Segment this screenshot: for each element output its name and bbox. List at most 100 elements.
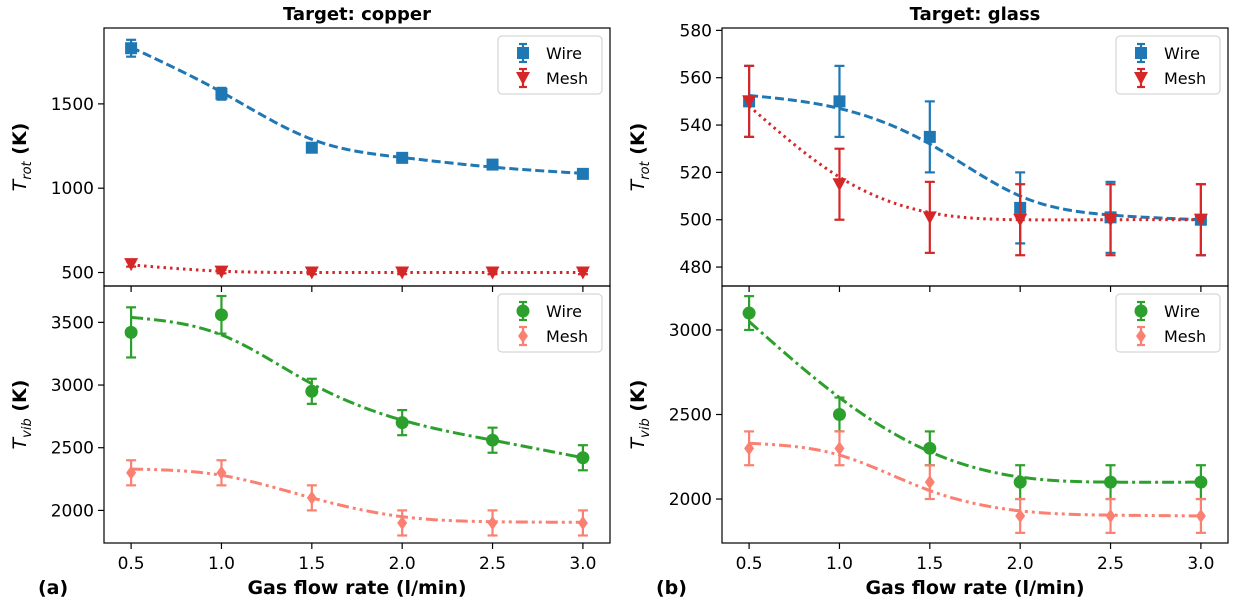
- y-tick-label: 2500: [51, 439, 94, 459]
- data-point: [834, 441, 845, 456]
- panel-bottom-left: 0.5 1.0 1.5 2.0 2.5 3.0 2000 2500 3000 3500 Gas fl…: [9, 285, 611, 599]
- y-label-symbol: T: [627, 178, 649, 191]
- y-tick-label: 540: [680, 116, 712, 136]
- data-point: [486, 158, 499, 171]
- fit-line: [130, 263, 583, 275]
- data-point: [924, 475, 935, 490]
- x-tick-label: 2.0: [389, 554, 416, 574]
- data-point: [1015, 508, 1026, 523]
- data-point: [742, 95, 757, 109]
- panel-top-right: 480 500 520 540 560 580 Target: glass Trot (K) W…: [627, 4, 1229, 292]
- fit-line: [748, 320, 1201, 484]
- x-tick-label: 3.0: [1187, 554, 1214, 574]
- series-wire: [125, 38, 589, 180]
- x-tick-label: 1.5: [916, 554, 943, 574]
- x-tick-label: 1.0: [208, 554, 235, 574]
- axes-frame: [103, 285, 611, 544]
- panel-top-left: 500 1000 1500 Target: copper Trot (K) Wire Mes…: [9, 4, 611, 292]
- data-point: [306, 490, 317, 505]
- y-label-unit: (K): [627, 123, 649, 162]
- chart-title: Target: copper: [283, 4, 431, 25]
- legend-label: Mesh: [1164, 327, 1206, 346]
- legend-marker: [1135, 47, 1147, 59]
- series-mesh: [126, 459, 588, 537]
- y-axis-label: Trot (K): [627, 123, 653, 192]
- series-mesh: [744, 430, 1206, 534]
- y-tick-label: 580: [680, 21, 712, 41]
- data-point: [487, 515, 498, 530]
- legend: Wire Mesh: [497, 293, 603, 353]
- y-axis-label: Tvib (K): [9, 380, 35, 450]
- data-point: [396, 151, 409, 164]
- data-point: [1104, 475, 1118, 489]
- data-point: [216, 465, 227, 480]
- panel-bottom-right: 0.5 1.0 1.5 2.0 2.5 3.0 2000 2500 3000 Gas flow r…: [627, 285, 1229, 599]
- panel-label: (a): [38, 577, 68, 599]
- data-point: [1195, 508, 1206, 523]
- y-tick-label: 500: [680, 211, 712, 231]
- y-tick-label: 3000: [669, 321, 712, 341]
- legend-marker: [1136, 329, 1146, 343]
- legend-marker: [516, 304, 530, 318]
- data-point: [922, 211, 937, 225]
- legend-marker: [518, 329, 528, 343]
- fit-line: [749, 441, 1201, 518]
- data-point: [395, 416, 409, 430]
- data-point: [832, 178, 847, 192]
- legend-marker: [1134, 72, 1148, 85]
- data-point: [305, 141, 318, 154]
- x-tick-label: 2.5: [479, 554, 506, 574]
- data-point: [744, 441, 755, 456]
- y-label-symbol: T: [9, 178, 31, 191]
- data-point: [397, 515, 408, 530]
- data-point: [395, 266, 410, 280]
- legend: Wire Mesh: [497, 35, 603, 95]
- data-point: [215, 87, 228, 100]
- data-point: [923, 130, 936, 143]
- y-tick-label: 2500: [669, 406, 712, 426]
- legend-label: Wire: [546, 302, 582, 321]
- fit-line: [131, 467, 583, 524]
- data-point: [126, 465, 137, 480]
- data-point: [214, 308, 228, 322]
- y-label-unit: (K): [627, 380, 649, 419]
- data-point: [1193, 213, 1208, 227]
- panel-label: (b): [656, 577, 687, 599]
- x-tick-label: 2.0: [1007, 554, 1034, 574]
- data-point: [125, 42, 138, 55]
- y-label-unit: (K): [9, 123, 31, 162]
- legend-label: Mesh: [1164, 69, 1206, 88]
- data-point: [833, 95, 846, 108]
- data-point: [124, 258, 139, 272]
- y-tick-label: 480: [680, 258, 712, 278]
- y-label-subscript: rot: [638, 160, 653, 179]
- y-tick-label: 520: [680, 163, 712, 183]
- y-label-subscript: vib: [638, 418, 653, 438]
- data-point: [1194, 475, 1208, 489]
- y-label-symbol: T: [627, 436, 649, 449]
- data-point: [742, 306, 756, 320]
- data-point: [576, 167, 589, 180]
- legend-marker: [516, 72, 530, 85]
- data-point: [577, 515, 588, 530]
- y-tick-label: 1500: [51, 95, 94, 115]
- legend-marker: [1134, 304, 1148, 318]
- x-tick-label: 0.5: [118, 554, 145, 574]
- series-mesh: [742, 64, 1208, 257]
- y-tick-label: 3500: [51, 313, 94, 333]
- data-point: [124, 325, 138, 339]
- legend-label: Mesh: [546, 327, 588, 346]
- y-label-subscript: vib: [20, 418, 35, 438]
- series-wire: [124, 294, 590, 472]
- series-mesh: [124, 258, 590, 280]
- x-tick-label: 1.0: [826, 554, 853, 574]
- y-tick-label: 560: [680, 69, 712, 89]
- fit-line: [748, 104, 1201, 222]
- y-axis-label: Tvib (K): [627, 380, 653, 450]
- y-tick-label: 2000: [51, 501, 94, 521]
- fit-line: [130, 46, 583, 175]
- legend-label: Wire: [546, 44, 582, 63]
- y-axis-label: Trot (K): [9, 123, 35, 192]
- x-tick-label: 1.5: [298, 554, 325, 574]
